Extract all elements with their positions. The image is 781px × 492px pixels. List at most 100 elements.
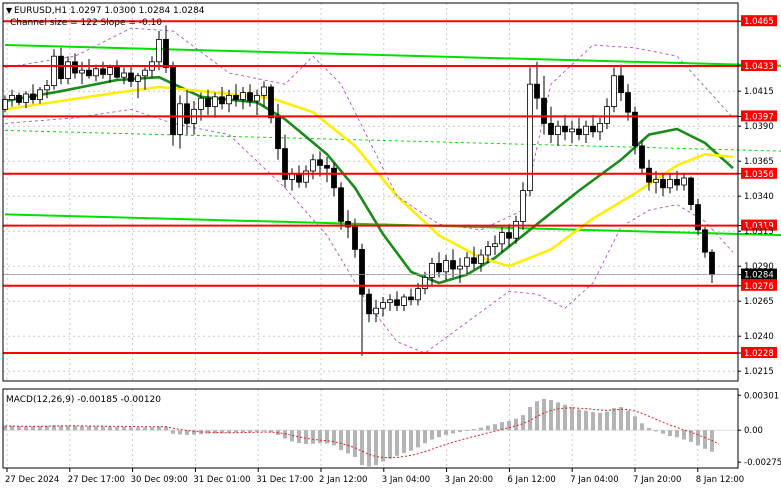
- candle-body: [100, 68, 106, 75]
- candle-body: [457, 265, 463, 270]
- candle-body: [156, 39, 162, 63]
- candle: [135, 73, 141, 99]
- x-tick-label: 27 Dec 2024: [5, 475, 59, 485]
- current-price-box: [741, 268, 777, 280]
- macd-bar: [241, 430, 245, 433]
- candle: [429, 257, 435, 286]
- candle-body: [590, 125, 596, 133]
- macd-bar: [472, 429, 476, 431]
- candle: [569, 120, 575, 143]
- candle: [625, 84, 631, 121]
- macd-bar: [10, 425, 14, 431]
- candle-body: [471, 257, 477, 264]
- candle-body: [65, 61, 71, 79]
- candle-body: [352, 226, 358, 250]
- macd-bar: [59, 425, 63, 431]
- y-tick-label: 1.0365: [744, 157, 774, 167]
- macd-bar: [304, 430, 308, 444]
- candle-body: [198, 97, 204, 110]
- candle: [275, 103, 281, 160]
- candle: [667, 173, 673, 194]
- candle: [128, 66, 134, 87]
- ma-slow-line: [4, 85, 734, 268]
- macd-bar: [234, 430, 238, 433]
- macd-bar: [115, 426, 119, 431]
- macd-y-tick-label: 0.00301: [744, 391, 779, 401]
- macd-panel: [3, 398, 738, 467]
- macd-bar: [136, 427, 140, 431]
- x-tick-label: 30 Dec 09:00: [131, 475, 188, 485]
- macd-bar: [248, 430, 252, 433]
- candle-body: [310, 159, 316, 172]
- macd-bar: [332, 430, 336, 446]
- candle: [170, 61, 176, 146]
- macd-bar: [220, 430, 224, 434]
- candle: [338, 182, 344, 230]
- candle: [324, 157, 330, 183]
- candle: [478, 249, 484, 272]
- candle: [16, 92, 22, 106]
- candle-body: [58, 55, 64, 80]
- candle: [65, 56, 71, 85]
- macd-bar: [45, 425, 49, 431]
- candle: [590, 115, 596, 138]
- candle-body: [79, 69, 85, 74]
- macd-bar: [52, 425, 56, 431]
- candle: [534, 61, 540, 110]
- macd-bar: [591, 412, 595, 431]
- candle: [331, 162, 337, 197]
- macd-bar: [675, 430, 679, 438]
- candle: [205, 89, 211, 115]
- macd-bar: [31, 426, 35, 431]
- macd-bar: [213, 430, 217, 434]
- candle-body: [632, 111, 638, 147]
- candle-body: [618, 75, 624, 94]
- macd-bar: [654, 430, 658, 432]
- candle-body: [576, 128, 582, 135]
- y-tick-label: 1.0433: [744, 62, 774, 72]
- macd-bar: [255, 430, 259, 432]
- macd-bar: [388, 430, 392, 459]
- candle: [394, 291, 400, 311]
- channel-info: Channel size = 122 Slope = -0.10: [10, 18, 162, 28]
- candle-body: [9, 95, 15, 101]
- x-tick-label: 2 Jan 12:00: [319, 475, 367, 485]
- candle-body: [212, 96, 218, 108]
- candle-body: [639, 145, 645, 169]
- candle: [695, 199, 701, 236]
- chart-title-icon[interactable]: ▼: [6, 6, 13, 15]
- candle-body: [226, 95, 232, 105]
- candle: [408, 288, 414, 306]
- macd-bar: [437, 430, 441, 438]
- macd-bar: [619, 407, 623, 431]
- candle-body: [282, 148, 288, 180]
- candle-body: [184, 103, 190, 124]
- candle-body: [506, 232, 512, 239]
- macd-y-tick-label: 0.00: [744, 426, 763, 436]
- candle: [632, 106, 638, 155]
- candle: [611, 67, 617, 113]
- candle-body: [219, 96, 225, 105]
- candle-body: [674, 178, 680, 186]
- candle-body: [16, 95, 22, 103]
- candle: [9, 89, 15, 107]
- candle: [702, 227, 708, 258]
- candle-body: [422, 276, 428, 289]
- candle: [506, 224, 512, 247]
- macd-bar: [556, 402, 560, 431]
- candle: [520, 182, 526, 230]
- candle-body: [485, 246, 491, 256]
- candle: [562, 115, 568, 141]
- candle-body: [709, 251, 715, 275]
- macd-bar: [17, 426, 21, 431]
- macd-bar: [66, 425, 70, 431]
- candle-body: [492, 243, 498, 248]
- candle-body: [135, 75, 141, 82]
- candle-body: [429, 262, 435, 278]
- candle: [450, 249, 456, 278]
- candle: [513, 215, 519, 244]
- macd-bar: [80, 426, 84, 431]
- x-tick-label: 6 Jan 12:00: [507, 475, 555, 485]
